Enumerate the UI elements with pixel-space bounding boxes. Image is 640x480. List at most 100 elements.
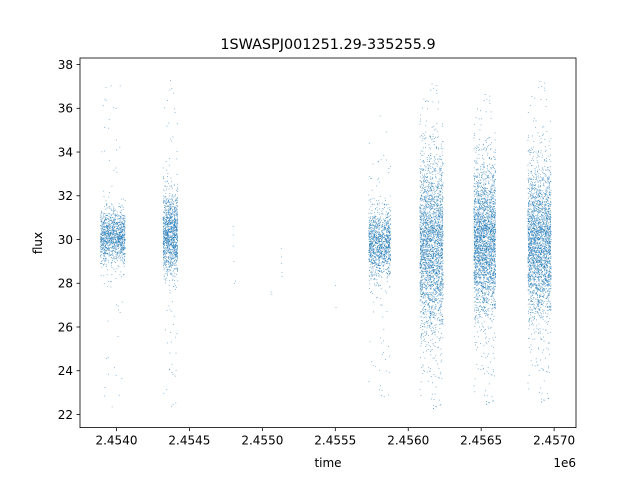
data-point [165, 278, 166, 280]
data-point [385, 222, 387, 224]
data-point [163, 207, 165, 208]
data-point [370, 242, 372, 244]
data-point [379, 369, 380, 371]
data-point [104, 229, 105, 231]
data-point [374, 251, 376, 253]
data-point [435, 288, 437, 289]
data-point [377, 246, 378, 248]
data-point [390, 166, 391, 167]
data-point [119, 234, 120, 236]
data-point [382, 241, 384, 243]
data-point [428, 286, 429, 288]
data-point [120, 239, 122, 240]
data-point [118, 215, 120, 217]
data-point [421, 234, 423, 236]
data-point [377, 249, 379, 250]
data-point [164, 185, 166, 187]
data-point [376, 211, 378, 213]
data-point [172, 231, 173, 233]
data-point [168, 209, 170, 211]
data-point [172, 222, 173, 224]
data-point [421, 211, 423, 213]
data-point [176, 233, 177, 235]
data-point [431, 206, 433, 207]
data-point [110, 224, 112, 226]
data-point [368, 381, 370, 382]
data-point [424, 295, 426, 297]
data-point [123, 236, 125, 238]
data-point [172, 264, 174, 266]
data-point [373, 311, 374, 313]
data-point [107, 232, 109, 233]
data-point [420, 251, 422, 253]
data-point [176, 245, 178, 247]
data-point [170, 199, 172, 201]
data-point [121, 229, 123, 230]
data-point [101, 251, 102, 253]
data-point [421, 294, 423, 296]
data-point [172, 232, 173, 234]
data-point [171, 211, 173, 213]
data-point [439, 323, 440, 325]
data-point [167, 205, 169, 206]
data-point [439, 247, 441, 248]
data-point [369, 267, 371, 268]
data-point [165, 219, 167, 220]
data-point [172, 220, 174, 222]
data-point [380, 213, 382, 215]
data-point [100, 240, 102, 241]
data-point [384, 246, 386, 248]
data-point [118, 222, 120, 223]
data-point [115, 213, 117, 215]
data-point [107, 227, 109, 229]
data-point [123, 218, 125, 219]
data-point [441, 222, 443, 224]
data-point [172, 271, 174, 273]
data-point [429, 205, 430, 207]
data-point [422, 169, 423, 171]
data-point [436, 85, 438, 86]
data-point [110, 231, 112, 232]
data-point [420, 213, 422, 215]
data-point [386, 277, 388, 279]
data-point [371, 245, 372, 246]
data-point [113, 246, 115, 247]
data-point [370, 224, 371, 226]
data-point [116, 223, 118, 224]
data-point [109, 255, 111, 256]
data-point [429, 302, 430, 303]
data-point [427, 223, 429, 225]
data-point [169, 232, 171, 233]
data-point [123, 238, 125, 240]
data-point [439, 283, 441, 285]
data-point [387, 259, 389, 261]
data-point [102, 232, 104, 233]
data-point [442, 199, 443, 201]
data-point [368, 208, 370, 210]
data-point [379, 238, 380, 239]
data-point [420, 293, 422, 295]
data-point [379, 196, 381, 197]
data-point [436, 254, 437, 256]
data-point [105, 200, 107, 202]
data-point [167, 218, 168, 219]
data-point [165, 231, 167, 233]
data-point [378, 250, 379, 251]
data-point [441, 248, 443, 249]
data-point [384, 253, 385, 255]
data-point [425, 221, 427, 223]
data-point [442, 196, 444, 198]
data-point [384, 244, 385, 246]
data-point [166, 125, 168, 127]
data-point [170, 240, 172, 241]
data-point [383, 264, 385, 266]
data-point [440, 235, 442, 236]
data-point [386, 263, 388, 264]
data-point [375, 234, 377, 235]
data-point [116, 228, 118, 229]
data-point [381, 271, 383, 273]
data-point [171, 196, 173, 197]
data-point [386, 217, 388, 219]
data-point [377, 220, 379, 222]
data-point [420, 281, 422, 283]
